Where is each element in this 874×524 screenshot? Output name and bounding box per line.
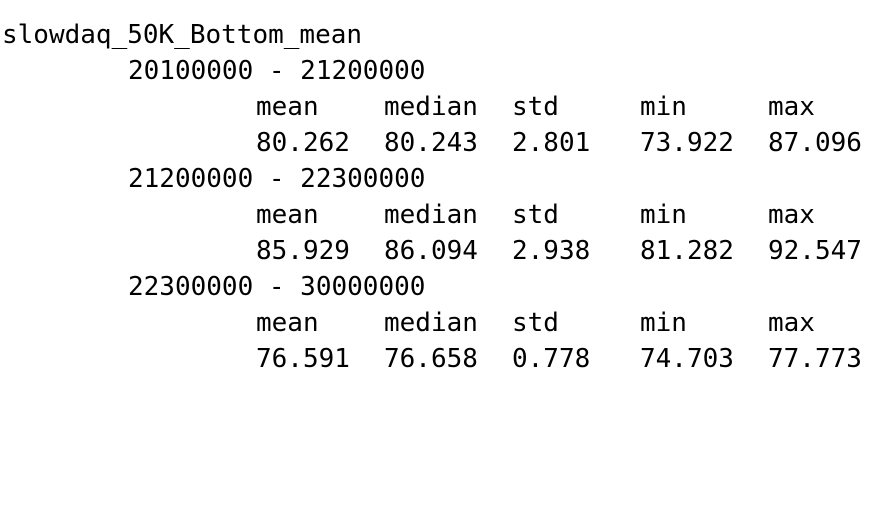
header-min: min — [640, 308, 687, 338]
header-std: std — [512, 200, 559, 230]
stats-value-row: 85.929 86.094 2.938 81.282 92.547 — [256, 236, 874, 266]
output-title: slowdaq_50K_Bottom_mean — [2, 20, 363, 50]
header-max: max — [768, 92, 815, 122]
value-median: 86.094 — [384, 236, 478, 266]
header-std: std — [512, 308, 559, 338]
stats-value-row: 80.262 80.243 2.801 73.922 87.096 — [256, 128, 874, 158]
value-median: 80.243 — [384, 128, 478, 158]
range-label: 22300000 - 30000000 — [128, 272, 426, 302]
header-min: min — [640, 92, 687, 122]
value-mean: 76.591 — [256, 344, 350, 374]
value-max: 92.547 — [768, 236, 862, 266]
stats-header-row: mean median std min max — [256, 92, 874, 122]
value-min: 73.922 — [640, 128, 734, 158]
value-median: 76.658 — [384, 344, 478, 374]
value-std: 2.801 — [512, 128, 591, 158]
header-max: max — [768, 200, 815, 230]
value-mean: 80.262 — [256, 128, 350, 158]
range-label: 20100000 - 21200000 — [128, 56, 426, 86]
value-max: 87.096 — [768, 128, 862, 158]
header-min: min — [640, 200, 687, 230]
range-label: 21200000 - 22300000 — [128, 164, 426, 194]
header-mean: mean — [256, 200, 319, 230]
stats-value-row: 76.591 76.658 0.778 74.703 77.773 — [256, 344, 874, 374]
header-std: std — [512, 92, 559, 122]
value-mean: 85.929 — [256, 236, 350, 266]
value-std: 0.778 — [512, 344, 591, 374]
header-mean: mean — [256, 92, 319, 122]
value-min: 81.282 — [640, 236, 734, 266]
header-median: median — [384, 92, 478, 122]
value-max: 77.773 — [768, 344, 862, 374]
header-median: median — [384, 200, 478, 230]
header-max: max — [768, 308, 815, 338]
value-min: 74.703 — [640, 344, 734, 374]
stats-header-row: mean median std min max — [256, 200, 874, 230]
header-mean: mean — [256, 308, 319, 338]
value-std: 2.938 — [512, 236, 591, 266]
header-median: median — [384, 308, 478, 338]
stats-header-row: mean median std min max — [256, 308, 874, 338]
